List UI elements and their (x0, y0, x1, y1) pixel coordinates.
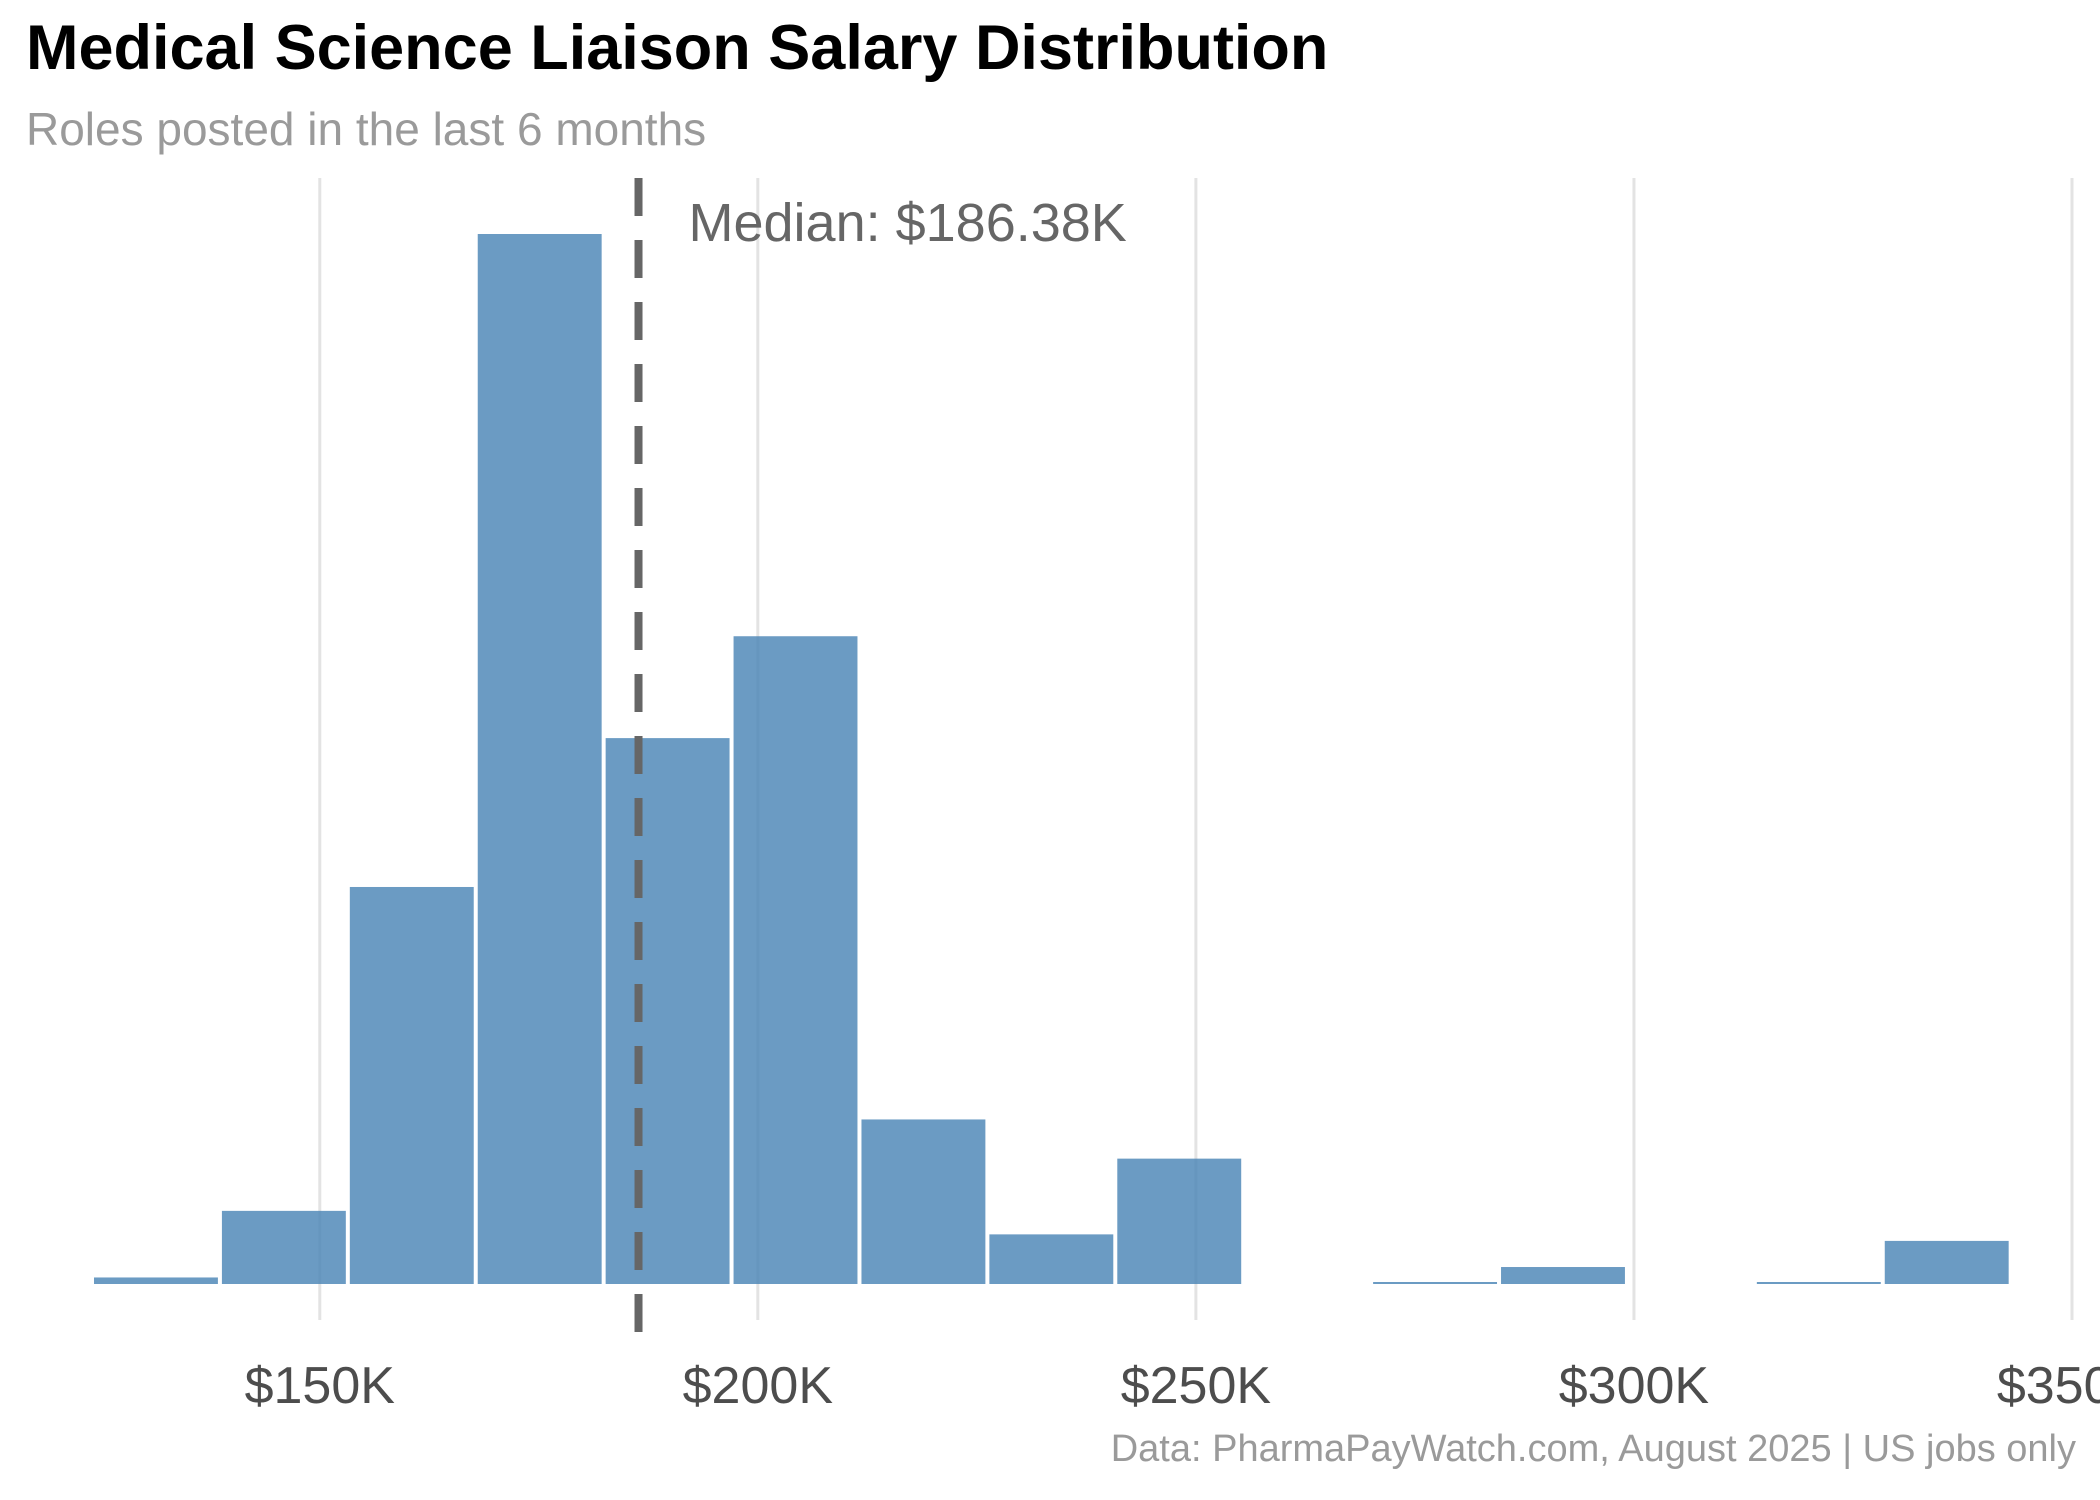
chart-title: Medical Science Liaison Salary Distribut… (26, 13, 1329, 83)
chart-subtitle: Roles posted in the last 6 months (26, 103, 707, 155)
histogram-bar-11 (1501, 1267, 1625, 1284)
histogram-bar-5 (733, 636, 858, 1284)
median-label: Median: $186.38K (689, 193, 1127, 253)
chart-caption: Data: PharmaPayWatch.com, August 2025 | … (1110, 1428, 2076, 1470)
x-tick-label-2: $250K (1121, 1357, 1272, 1415)
x-tick-label-1: $200K (683, 1357, 834, 1415)
histogram-bar-10 (1373, 1282, 1498, 1284)
histogram-bar-2 (349, 886, 474, 1284)
median-layer: Median: $186.38K (634, 178, 1127, 1336)
x-tick-label-4: $350K (1997, 1357, 2100, 1415)
histogram-bar-1 (221, 1210, 346, 1284)
x-tick-label-0: $150K (245, 1357, 396, 1415)
histogram-bar-14 (1884, 1240, 2009, 1284)
histogram-bar-13 (1756, 1282, 1881, 1284)
x-tick-label-3: $300K (1559, 1357, 1710, 1415)
histogram-bar-0 (94, 1277, 218, 1284)
x-axis-ticks: $150K $200K $250K $300K $350K (245, 1357, 2100, 1415)
histogram-bar-8 (1117, 1158, 1242, 1284)
histogram-bar-7 (989, 1234, 1114, 1284)
bar-layer (94, 234, 2009, 1284)
histogram-bar-6 (861, 1119, 986, 1284)
histogram-bar-4 (605, 738, 730, 1284)
histogram-bar-3 (477, 234, 602, 1284)
